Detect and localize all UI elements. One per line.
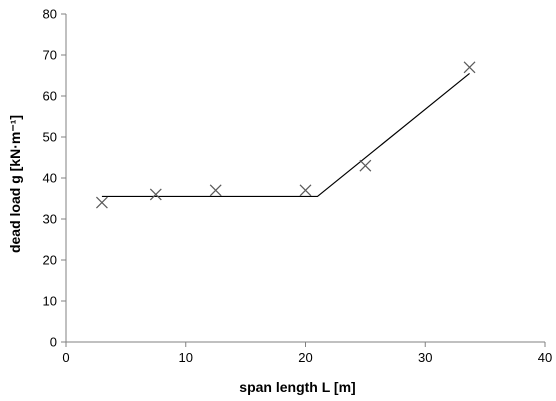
x-tick-label: 30: [418, 350, 432, 365]
y-tick-label: 20: [43, 253, 57, 268]
data-point: [299, 184, 312, 197]
y-axis-title: dead load g [kN·m⁻¹]: [7, 115, 23, 253]
x-tick-label: 0: [62, 350, 69, 365]
x-tick-label: 40: [538, 350, 552, 365]
y-tick-label: 0: [50, 335, 57, 350]
y-tick-label: 10: [43, 294, 57, 309]
y-tick-label: 50: [43, 130, 57, 145]
data-point: [359, 159, 372, 172]
y-tick-label: 70: [43, 48, 57, 63]
ticks-layer: 0 10 20 30 40 50 60 70 80 0 10 20 30 40: [43, 7, 553, 366]
data-point: [96, 196, 108, 209]
x-axis-title: span length L [m]: [239, 379, 355, 395]
y-tick-label: 80: [43, 7, 57, 22]
data-point: [149, 188, 162, 201]
x-tick-label: 20: [298, 350, 312, 365]
data-points-layer: [96, 61, 476, 209]
fit-line: [101, 72, 470, 198]
y-tick-label: 30: [43, 212, 57, 227]
fit-line-layer: [101, 72, 470, 198]
data-point: [209, 184, 222, 197]
y-tick-label: 40: [43, 171, 57, 186]
data-point: [463, 61, 476, 74]
x-tick-label: 10: [179, 350, 193, 365]
y-tick-label: 60: [43, 89, 57, 104]
